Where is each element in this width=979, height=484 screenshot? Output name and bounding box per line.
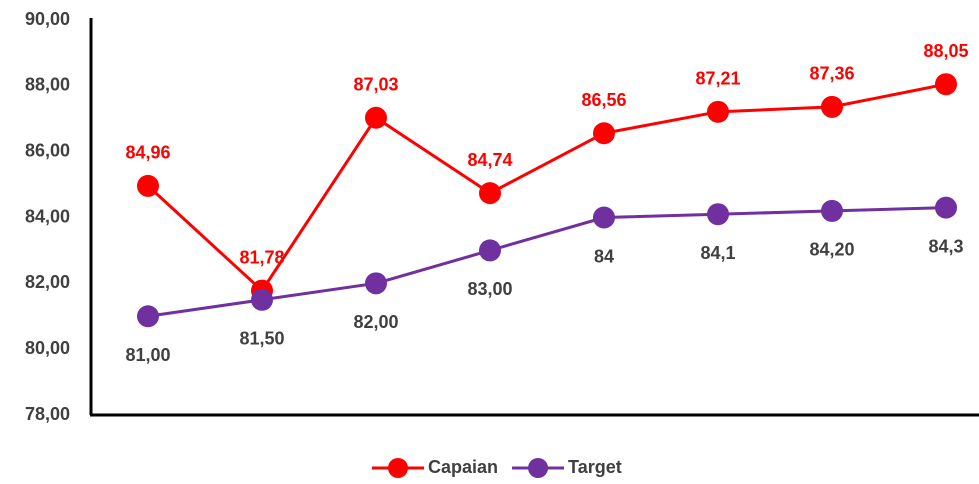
y-tick-label: 84,00 [25,206,70,226]
legend-marker [388,458,408,478]
data-label: 86,56 [581,90,626,110]
marker [707,100,729,123]
data-label: 84,1 [700,243,735,263]
data-label: 84,74 [467,150,512,170]
data-label: 87,03 [353,75,398,95]
y-tick-label: 90,00 [25,9,70,29]
marker [935,73,957,96]
marker [479,182,501,205]
data-label: 87,21 [695,69,740,89]
marker [137,174,159,197]
marker [365,106,387,129]
data-label: 81,00 [125,345,170,365]
marker [137,305,159,328]
data-label: 84,3 [928,236,963,256]
y-tick-label: 78,00 [25,404,70,424]
data-label: 83,00 [467,279,512,299]
y-tick-label: 88,00 [25,75,70,95]
data-label: 81,50 [239,329,284,349]
marker [365,272,387,295]
data-label: 81,78 [239,247,284,267]
marker [593,122,615,145]
series-line [147,206,947,318]
data-label: 87,36 [809,64,854,84]
marker [821,199,843,222]
legend-label: Target [568,457,622,477]
y-tick-label: 82,00 [25,272,70,292]
y-tick-label: 80,00 [25,338,70,358]
legend-label: Capaian [428,457,498,477]
marker [593,206,615,229]
marker [707,203,729,226]
legend-marker [528,458,549,478]
marker [821,95,843,118]
series-line [146,82,947,293]
data-label: 84 [594,246,614,266]
data-label: 82,00 [353,312,398,332]
data-label: 84,20 [809,240,854,260]
marker [935,196,957,219]
data-label: 84,96 [125,143,170,163]
marker [479,239,501,262]
y-tick-label: 86,00 [25,140,70,160]
marker [251,288,273,311]
data-label: 88,05 [923,41,968,61]
